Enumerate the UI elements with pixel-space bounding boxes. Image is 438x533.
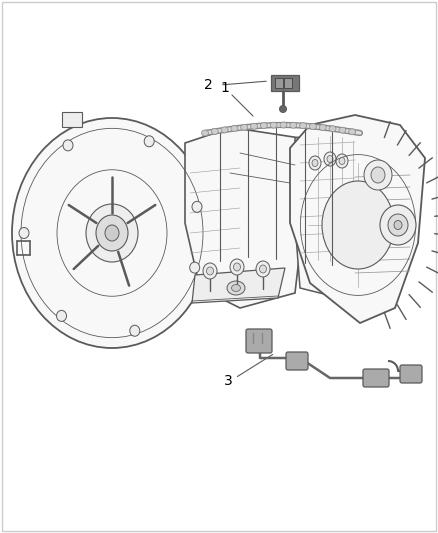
Ellipse shape <box>232 285 240 292</box>
Polygon shape <box>295 128 365 298</box>
Ellipse shape <box>105 225 119 241</box>
Text: 3: 3 <box>224 374 233 388</box>
Bar <box>275 78 283 88</box>
Ellipse shape <box>319 125 326 131</box>
Ellipse shape <box>364 160 392 190</box>
Ellipse shape <box>309 156 321 170</box>
Polygon shape <box>62 112 82 127</box>
Ellipse shape <box>144 136 154 147</box>
Ellipse shape <box>241 124 248 130</box>
Text: 1: 1 <box>221 81 230 95</box>
Polygon shape <box>192 268 285 303</box>
Ellipse shape <box>380 205 416 245</box>
Polygon shape <box>290 115 425 323</box>
FancyBboxPatch shape <box>363 369 389 387</box>
Ellipse shape <box>86 204 138 262</box>
Ellipse shape <box>206 267 213 275</box>
Ellipse shape <box>260 123 267 128</box>
Ellipse shape <box>339 157 345 165</box>
Ellipse shape <box>349 129 356 135</box>
Ellipse shape <box>371 167 385 183</box>
Ellipse shape <box>300 123 307 128</box>
Ellipse shape <box>227 281 245 295</box>
Ellipse shape <box>230 259 244 275</box>
Polygon shape <box>185 128 310 308</box>
FancyBboxPatch shape <box>286 352 308 370</box>
Ellipse shape <box>339 127 346 133</box>
Ellipse shape <box>290 122 297 128</box>
Ellipse shape <box>12 118 212 348</box>
Ellipse shape <box>270 122 277 128</box>
Ellipse shape <box>130 325 140 336</box>
Ellipse shape <box>327 156 333 163</box>
Ellipse shape <box>63 140 73 151</box>
Ellipse shape <box>231 125 238 132</box>
Ellipse shape <box>329 126 336 132</box>
Ellipse shape <box>251 123 258 130</box>
Ellipse shape <box>324 152 336 166</box>
Ellipse shape <box>279 106 286 112</box>
Ellipse shape <box>336 154 348 168</box>
Bar <box>271 75 299 91</box>
Text: 2: 2 <box>204 78 212 92</box>
Ellipse shape <box>221 127 228 133</box>
Ellipse shape <box>211 128 218 134</box>
Ellipse shape <box>309 124 316 130</box>
Ellipse shape <box>96 215 128 251</box>
Ellipse shape <box>394 221 402 230</box>
FancyBboxPatch shape <box>246 329 272 353</box>
Ellipse shape <box>57 310 67 321</box>
Ellipse shape <box>192 201 202 212</box>
Ellipse shape <box>322 181 394 269</box>
Bar <box>284 78 292 88</box>
Ellipse shape <box>388 214 408 236</box>
Ellipse shape <box>19 228 29 238</box>
Ellipse shape <box>190 262 200 273</box>
Ellipse shape <box>312 159 318 166</box>
Ellipse shape <box>256 261 270 277</box>
Ellipse shape <box>203 263 217 279</box>
FancyBboxPatch shape <box>400 365 422 383</box>
Ellipse shape <box>259 265 266 273</box>
Ellipse shape <box>201 130 208 136</box>
Ellipse shape <box>233 263 240 271</box>
Ellipse shape <box>280 122 287 128</box>
